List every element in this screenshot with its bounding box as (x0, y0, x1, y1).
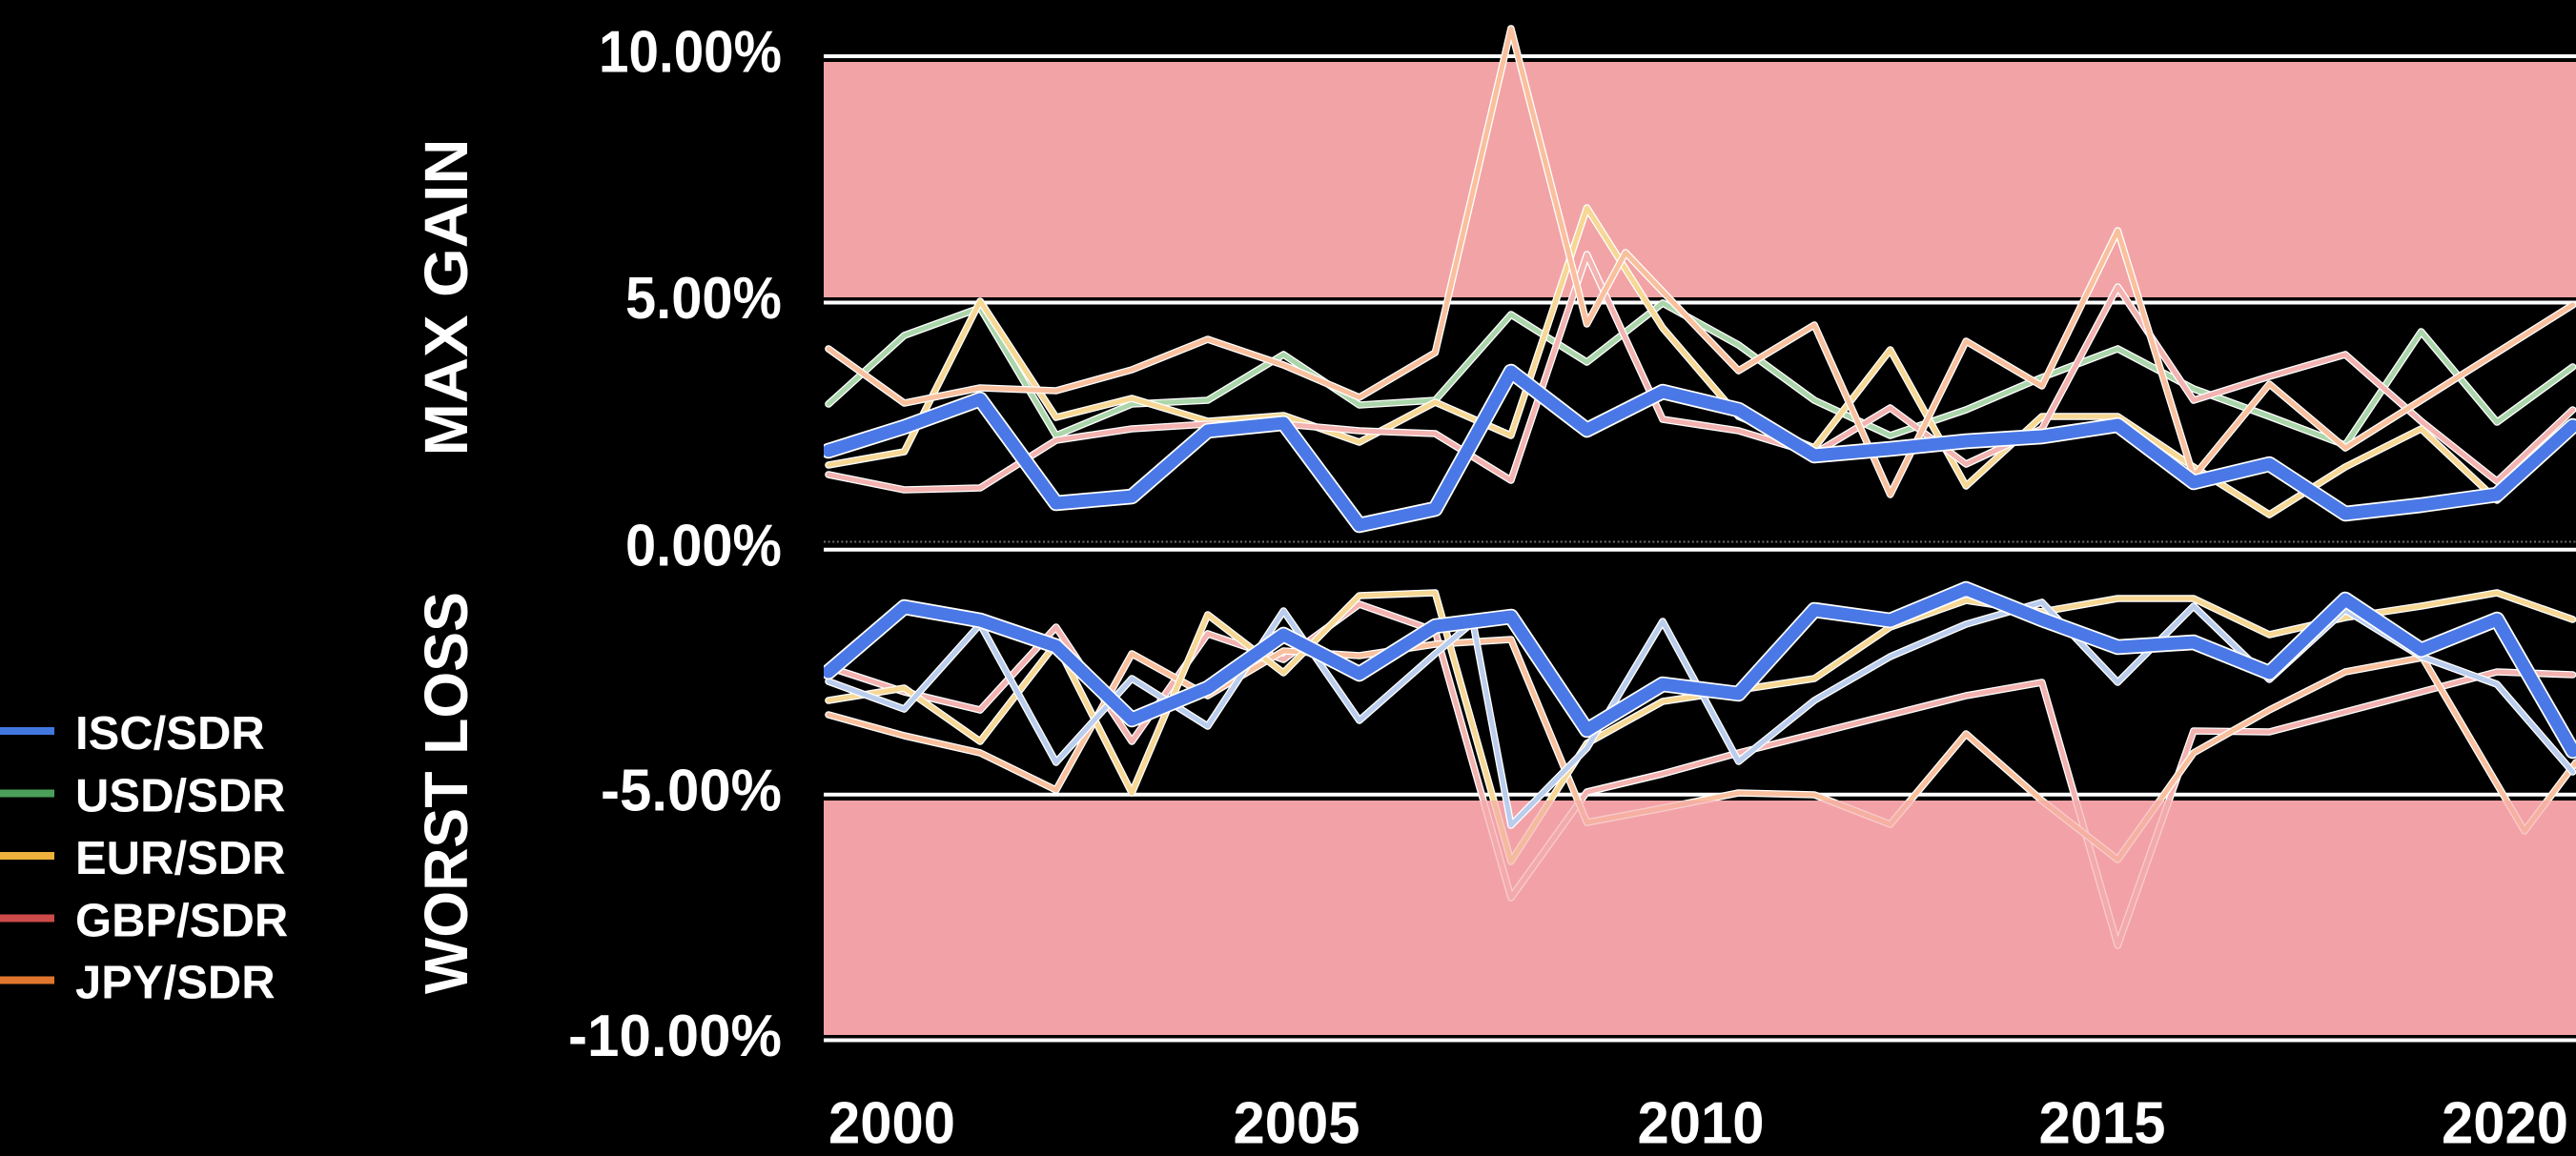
svg-text:JPY/SDR: JPY/SDR (75, 958, 276, 1009)
svg-text:2005: 2005 (1234, 1091, 1360, 1151)
svg-text:USD/SDR: USD/SDR (75, 771, 286, 822)
svg-text:5.00%: 5.00% (625, 266, 782, 332)
svg-text:WORST LOSS: WORST LOSS (412, 592, 480, 994)
svg-text:10.00%: 10.00% (599, 20, 782, 86)
svg-text:GBP/SDR: GBP/SDR (75, 896, 288, 947)
svg-text:2020: 2020 (2442, 1091, 2568, 1151)
svg-text:ISC/SDR: ISC/SDR (75, 708, 265, 760)
svg-text:2000: 2000 (828, 1091, 955, 1151)
svg-text:MAX GAIN: MAX GAIN (412, 139, 480, 456)
svg-text:2015: 2015 (2039, 1091, 2166, 1151)
svg-text:0.00%: 0.00% (625, 513, 782, 578)
svg-text:2010: 2010 (1638, 1091, 1765, 1151)
svg-text:-5.00%: -5.00% (601, 758, 782, 823)
svg-text:EUR/SDR: EUR/SDR (75, 833, 286, 884)
svg-text:-10.00%: -10.00% (568, 1004, 782, 1069)
